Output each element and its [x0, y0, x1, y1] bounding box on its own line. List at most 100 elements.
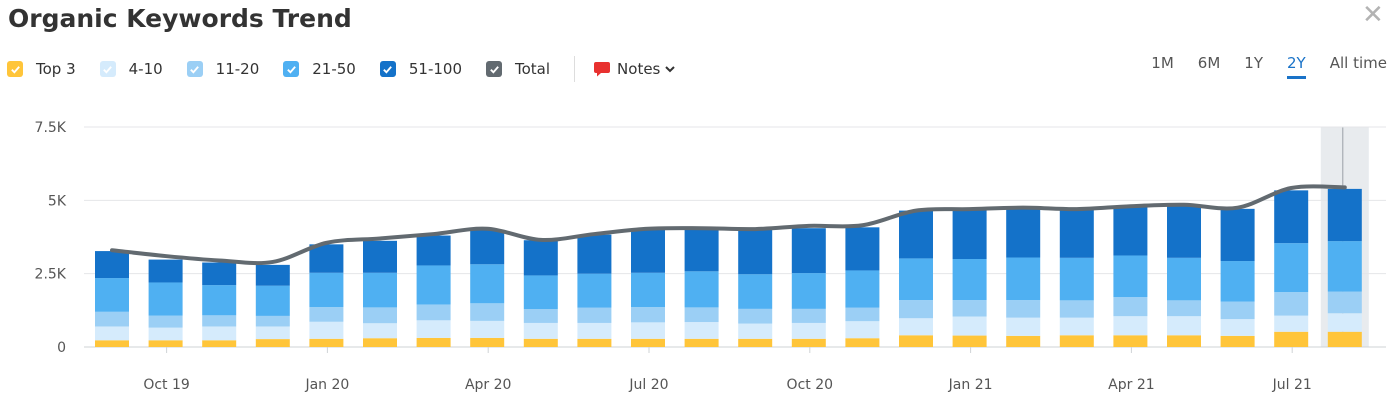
bar-segment	[1113, 316, 1148, 336]
x-tick-label: Apr 21	[1108, 377, 1154, 393]
checkbox-icon[interactable]	[7, 61, 23, 77]
bar-segment	[952, 259, 987, 301]
bar-segment	[309, 244, 344, 273]
legend-item-11-20[interactable]: 11-20	[186, 60, 260, 78]
bar-segment	[631, 307, 665, 323]
bar-segment	[791, 322, 826, 339]
bar-segment	[791, 338, 826, 347]
bar-segment	[684, 271, 719, 308]
bar-segment	[416, 320, 451, 338]
bar-segment	[1274, 190, 1309, 244]
x-tick-label: Oct 19	[143, 377, 189, 393]
bar-segment	[577, 307, 612, 323]
bar-segment	[577, 322, 612, 339]
bar-segment	[1167, 205, 1201, 258]
legend-item-51-100[interactable]: 51-100	[379, 60, 462, 78]
checkbox-icon[interactable]	[379, 61, 396, 77]
bar-segment	[899, 210, 933, 259]
bar-segment	[1059, 300, 1094, 318]
bar-segment	[95, 311, 129, 327]
range-2y[interactable]: 2Y	[1287, 54, 1306, 79]
legend-label: 4-10	[128, 60, 163, 78]
bar-segment	[416, 265, 451, 305]
bar-segment	[845, 307, 880, 322]
bar-segment	[202, 315, 237, 327]
bar-segment	[952, 335, 987, 347]
legend-label: 11-20	[215, 60, 260, 78]
bar-segment	[1113, 297, 1148, 317]
bar-segment	[363, 338, 397, 347]
range-1y[interactable]: 1Y	[1244, 54, 1264, 72]
bar-segment	[523, 322, 558, 339]
bar-segment	[1113, 335, 1148, 347]
bar-segment	[523, 338, 558, 347]
bar-segment	[631, 338, 665, 347]
bar-segment	[95, 326, 129, 341]
bar-segment	[255, 339, 290, 347]
bar-segment	[899, 300, 933, 319]
bar-segment	[1059, 317, 1094, 336]
bar-segment	[1220, 208, 1255, 262]
x-tick-label: Jul 21	[1272, 377, 1312, 393]
bar-segment	[1113, 255, 1148, 298]
bar-segment	[523, 240, 558, 276]
bar-segment	[416, 304, 451, 321]
bar-segment	[309, 338, 344, 347]
bar-segment	[899, 335, 933, 347]
x-tick-label: Jul 20	[628, 377, 668, 393]
bar-segment	[1006, 257, 1041, 301]
bar-segment	[1274, 331, 1309, 347]
bar-segment	[202, 326, 237, 341]
bar-segment	[952, 210, 987, 259]
bar-segment	[95, 340, 129, 347]
bar-segment	[255, 264, 290, 286]
legend-label: 51-100	[408, 60, 462, 78]
y-tick-label: 2.5K	[35, 267, 67, 283]
bar-segment	[738, 229, 773, 275]
bar-segment	[952, 316, 987, 336]
bar-segment	[1220, 335, 1255, 347]
checkbox-icon[interactable]	[283, 61, 300, 77]
checkbox-icon[interactable]	[486, 61, 502, 77]
y-tick-label: 0	[57, 340, 66, 356]
bar-segment	[1059, 335, 1094, 347]
bar-segment	[470, 337, 505, 347]
bar-segment	[738, 274, 773, 309]
bar-segment	[148, 315, 183, 328]
legend-item-4-10[interactable]: 4-10	[99, 60, 163, 78]
legend-item-total[interactable]: Total	[486, 60, 550, 78]
range-all-time[interactable]: All time	[1329, 54, 1387, 72]
bar-segment	[148, 327, 183, 341]
bar-segment	[255, 326, 290, 340]
range-6m[interactable]: 6M	[1197, 54, 1221, 72]
bar-segment	[1006, 317, 1041, 336]
time-range-selector: 1M 6M 1Y 2Y All time	[1127, 54, 1387, 79]
bar-segment	[952, 300, 987, 317]
bar-segment	[148, 282, 183, 316]
bar-segment	[523, 309, 558, 323]
close-icon[interactable]: ✕	[1362, 0, 1384, 30]
legend-item-21-50[interactable]: 21-50	[283, 60, 356, 78]
bar-segment	[684, 322, 719, 339]
bar-segment	[1220, 301, 1255, 320]
bar-segment	[1006, 300, 1041, 318]
bar-segment	[1274, 292, 1309, 316]
bar-segment	[202, 285, 237, 316]
bar-segment	[1006, 335, 1041, 347]
bar-segment	[1327, 291, 1362, 314]
bar-segment	[95, 251, 129, 279]
checkbox-icon[interactable]	[186, 61, 203, 77]
bar-segment	[1327, 331, 1362, 347]
checkbox-icon[interactable]	[99, 61, 116, 77]
bar-segment	[1167, 300, 1201, 317]
bar-segment	[577, 338, 612, 347]
bar-segment	[1006, 208, 1041, 258]
bar-segment	[470, 229, 505, 265]
bar-segment	[470, 303, 505, 321]
bar-segment	[1327, 241, 1362, 292]
bar-segment	[845, 270, 880, 308]
legend-item-top3[interactable]: Top 3	[7, 60, 76, 78]
range-1m[interactable]: 1M	[1151, 54, 1174, 72]
notes-button[interactable]: Notes	[593, 60, 676, 78]
bar-segment	[202, 340, 237, 347]
